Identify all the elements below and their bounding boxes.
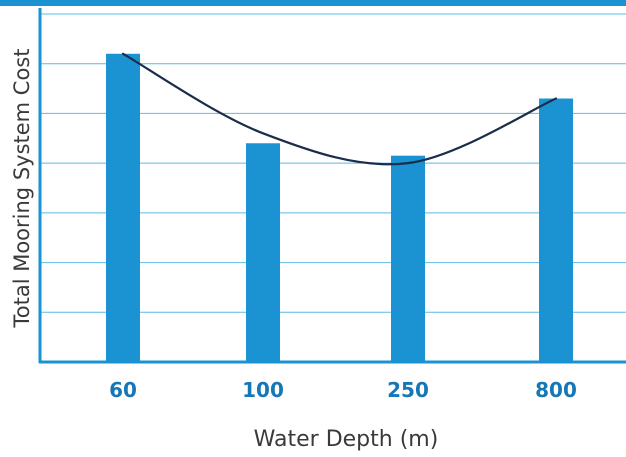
trend-layer [121, 52, 558, 166]
trend-curve [121, 52, 558, 166]
bar-800 [539, 98, 573, 362]
top-accent-band [0, 0, 626, 6]
axis-layer [38, 8, 626, 364]
x-tick-label-60: 60 [109, 378, 137, 402]
tick-label-layer: 60 100 250 800 [109, 378, 577, 402]
x-tick-label-800: 800 [535, 378, 577, 402]
bar-250 [391, 155, 425, 362]
y-axis-title: Total Mooring System Cost [10, 49, 34, 329]
bar-100 [246, 143, 280, 362]
bar-60 [106, 53, 140, 363]
x-axis-title: Water Depth (m) [254, 427, 439, 452]
bar-layer [106, 53, 573, 363]
x-tick-label-100: 100 [242, 378, 284, 402]
x-tick-label-250: 250 [387, 378, 429, 402]
